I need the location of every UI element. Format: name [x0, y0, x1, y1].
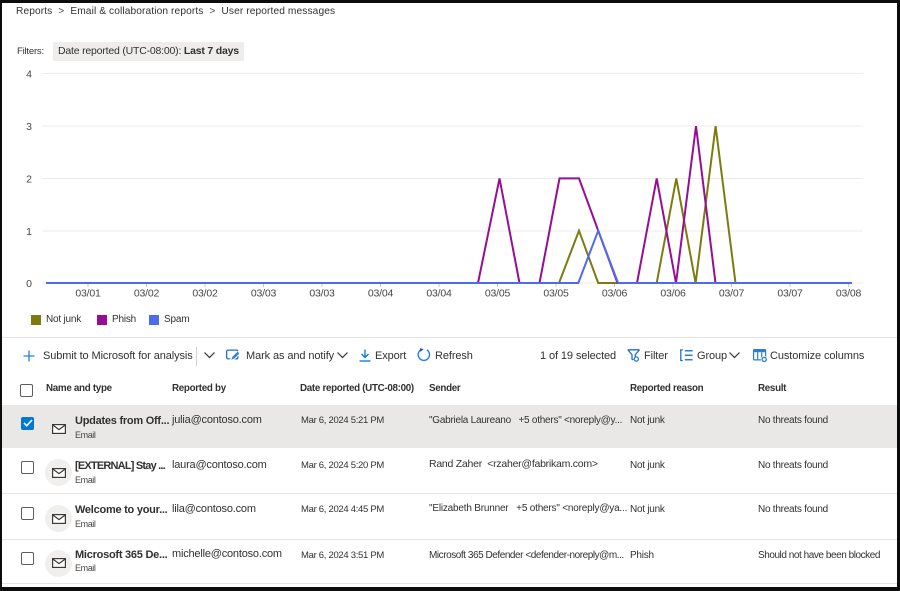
svg-text:4: 4 [26, 69, 32, 81]
svg-text:03/02: 03/02 [192, 288, 218, 300]
svg-text:03/03: 03/03 [251, 288, 277, 300]
svg-text:03/05: 03/05 [485, 288, 511, 300]
svg-text:03/01: 03/01 [75, 288, 101, 300]
svg-text:03/03: 03/03 [309, 288, 335, 300]
svg-text:03/06: 03/06 [602, 288, 628, 300]
svg-text:03/08: 03/08 [836, 288, 862, 300]
svg-text:03/04: 03/04 [368, 288, 394, 300]
svg-text:03/02: 03/02 [134, 288, 160, 300]
svg-text:03/05: 03/05 [543, 288, 569, 300]
svg-text:1: 1 [26, 226, 32, 238]
svg-text:2: 2 [26, 174, 32, 186]
svg-text:03/07: 03/07 [719, 288, 745, 300]
svg-text:0: 0 [26, 278, 32, 290]
svg-text:03/07: 03/07 [777, 288, 803, 300]
svg-text:03/06: 03/06 [660, 288, 686, 300]
svg-text:03/04: 03/04 [426, 288, 452, 300]
svg-text:3: 3 [26, 121, 32, 133]
